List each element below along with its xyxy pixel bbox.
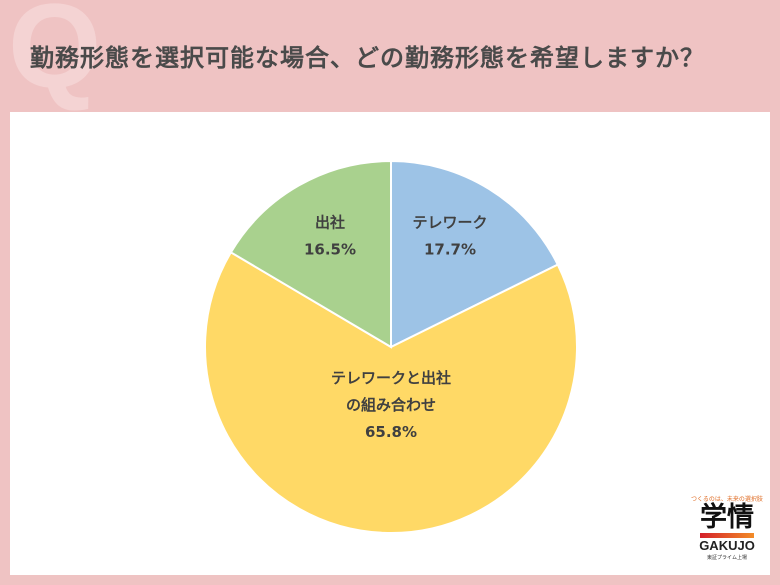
slice-value-label: 17.7% [424, 241, 476, 259]
slice-value-label: 16.5% [304, 241, 356, 259]
pie-slice-2 [229, 159, 392, 349]
q-watermark: Q [8, 0, 102, 113]
pie-slice-1 [204, 250, 578, 534]
slice-category-label: の組み合わせ [346, 396, 436, 414]
slice-category-label: 出社 [315, 214, 345, 232]
pie-slice-0 [390, 159, 560, 349]
logo-bar [700, 533, 754, 538]
logo-english: GAKUJO [699, 538, 755, 553]
slice-category-label: テレワークと出社 [331, 369, 451, 387]
slice-category-label: テレワーク [412, 214, 487, 232]
page-title: 勤務形態を選択可能な場合、どの勤務形態を希望しますか？ [30, 44, 705, 72]
logo-kanji: 学情 [700, 502, 754, 533]
logo-listing: 東証プライム上場 [707, 555, 747, 561]
slice-value-label: 65.8% [365, 423, 417, 441]
logo-tagline: つくるのは、未来の選択肢 [691, 496, 763, 503]
gakujo-logo: つくるのは、未来の選択肢 学情 GAKUJO 東証プライム上場 [688, 494, 766, 561]
